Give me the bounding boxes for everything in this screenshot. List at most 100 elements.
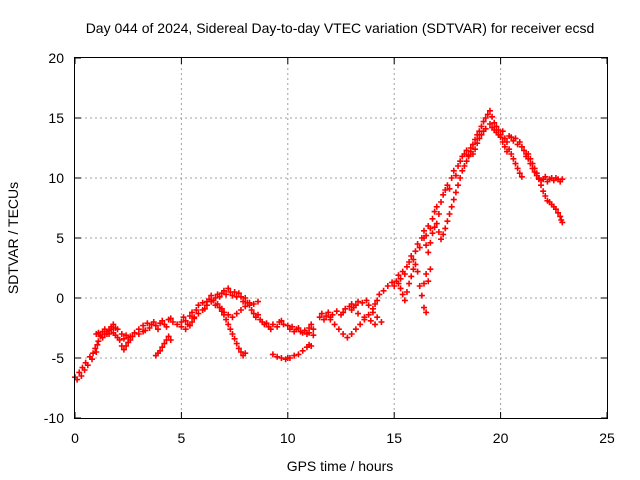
data-point [380, 287, 387, 294]
data-point [233, 310, 240, 317]
data-point [531, 165, 538, 172]
data-point [459, 167, 466, 174]
data-point [195, 310, 202, 317]
data-point [378, 319, 385, 325]
data-point [84, 362, 91, 369]
data-point [420, 304, 427, 311]
data-point [372, 321, 379, 328]
data-point [521, 147, 528, 154]
data-point [414, 241, 421, 247]
grid [75, 58, 607, 418]
data-point [516, 170, 523, 177]
data-point [327, 316, 334, 323]
data-point [438, 199, 445, 205]
data-point [269, 321, 276, 328]
data-point [263, 320, 270, 327]
data-point [408, 273, 415, 280]
data-point [401, 297, 408, 304]
data-point [474, 140, 481, 147]
data-point [352, 302, 359, 309]
data-point [527, 155, 534, 162]
data-point [182, 317, 189, 324]
data-point [225, 285, 232, 292]
data-point [506, 146, 513, 153]
data-point [186, 313, 193, 319]
data-point [225, 321, 232, 328]
data-point [412, 248, 419, 255]
data-point [510, 155, 517, 162]
data-point [150, 319, 157, 325]
data-point [223, 291, 230, 298]
data-point [497, 134, 504, 141]
data-point [227, 326, 234, 333]
y-axis-label: SDTVAR / TECUs [5, 182, 21, 294]
y-tick-label: 10 [48, 170, 64, 186]
data-point [214, 301, 221, 307]
data-point [420, 227, 427, 234]
data-point [463, 158, 470, 165]
data-point [199, 299, 206, 306]
data-point [452, 189, 459, 196]
y-tick-label: 5 [56, 230, 64, 246]
data-point [106, 331, 113, 337]
data-point [435, 229, 442, 235]
data-point [416, 244, 423, 251]
data-point [216, 293, 223, 300]
data-point [308, 343, 315, 349]
data-point [220, 287, 227, 294]
data-point [420, 280, 427, 287]
data-point [508, 151, 515, 157]
data-point [352, 326, 359, 333]
data-point [440, 191, 447, 198]
data-point [463, 147, 470, 154]
data-point [182, 326, 189, 333]
data-point [344, 334, 351, 341]
data-point [431, 208, 438, 215]
data-point [169, 319, 176, 325]
data-point [163, 323, 170, 330]
data-point [484, 111, 491, 118]
data-point [412, 261, 419, 268]
data-point [518, 173, 525, 180]
data-point [92, 345, 99, 352]
data-point [525, 151, 532, 157]
data-point [269, 351, 276, 358]
data-point [95, 338, 102, 345]
data-point [389, 279, 396, 286]
data-point [423, 309, 430, 316]
data-point [78, 373, 85, 379]
data-point [348, 301, 355, 307]
data-point [157, 347, 164, 354]
data-point [499, 139, 506, 145]
data-point [384, 283, 391, 289]
data-point [274, 323, 281, 330]
data-point [431, 224, 438, 231]
data-point [446, 211, 453, 217]
data-point [478, 131, 485, 138]
data-point [135, 331, 142, 337]
data-point [250, 301, 257, 307]
data-point [359, 299, 366, 306]
data-point [363, 297, 370, 304]
data-point [255, 298, 262, 305]
data-point [116, 337, 123, 343]
data-point [425, 249, 432, 256]
data-point [450, 196, 457, 203]
data-point [472, 136, 479, 143]
data-point [469, 141, 476, 148]
data-point [450, 167, 457, 174]
data-point [508, 134, 515, 141]
data-point [306, 325, 313, 331]
data-point [146, 325, 153, 331]
data-point [452, 172, 459, 179]
data-point [242, 295, 249, 301]
data-point [538, 182, 545, 189]
data-point [223, 316, 230, 323]
x-tick-label: 25 [599, 430, 615, 446]
data-point [231, 289, 238, 295]
data-point [235, 290, 242, 297]
data-point [455, 163, 462, 169]
data-point [131, 329, 138, 336]
data-point [448, 203, 455, 210]
data-point [159, 317, 166, 324]
